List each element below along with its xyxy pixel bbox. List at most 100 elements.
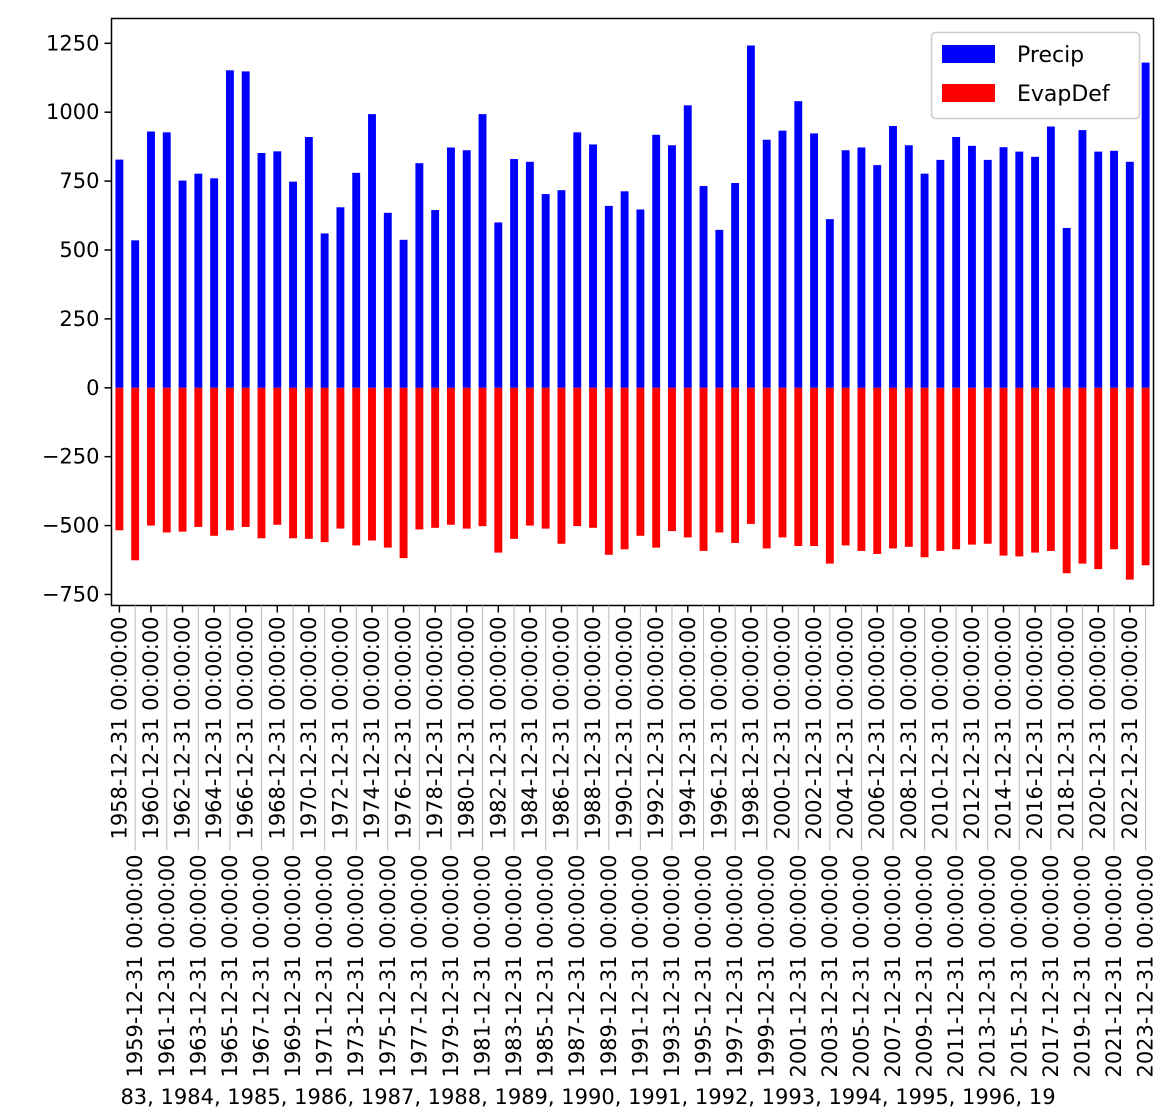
x-tick-label: 1965-12-31 00:00:00 <box>218 855 242 1078</box>
bar-precip <box>320 233 329 388</box>
bar-evapdef <box>904 387 913 547</box>
bar-evapdef <box>983 387 992 544</box>
bar-precip <box>920 173 929 388</box>
x-tick-label: 2007-12-31 00:00:00 <box>881 855 905 1078</box>
x-tick-label: 2013-12-31 00:00:00 <box>976 855 1000 1078</box>
bar-precip <box>289 181 298 388</box>
bar-precip <box>383 212 392 388</box>
bar-precip <box>699 186 708 388</box>
x-tick-label: 2003-12-31 00:00:00 <box>818 855 842 1078</box>
x-tick-label: 2021-12-31 00:00:00 <box>1102 855 1126 1078</box>
bar-evapdef <box>652 387 661 548</box>
bar-evapdef <box>589 387 597 528</box>
y-tick-label: 250 <box>59 307 99 331</box>
bar-precip <box>557 190 566 388</box>
bar-evapdef <box>699 387 708 551</box>
x-tick-label: 2002-12-31 00:00:00 <box>802 617 826 840</box>
x-tick-label: 1995-12-31 00:00:00 <box>692 855 716 1078</box>
x-tick-label: 1958-12-31 00:00:00 <box>107 617 131 840</box>
bar-evapdef <box>399 387 408 559</box>
bar-precip <box>1015 151 1024 388</box>
bar-precip <box>1110 150 1118 388</box>
bar-evapdef <box>147 387 155 526</box>
bar-precip <box>746 45 755 388</box>
x-tick-label: 1990-12-31 00:00:00 <box>613 617 637 840</box>
bar-precip <box>210 178 219 388</box>
bar-evapdef <box>289 387 298 539</box>
bar-evapdef <box>194 387 203 527</box>
x-tick-label: 1976-12-31 00:00:00 <box>392 617 416 840</box>
x-tick-label: 1977-12-31 00:00:00 <box>407 855 431 1078</box>
x-tick-label: 1985-12-31 00:00:00 <box>534 855 558 1078</box>
bar-precip <box>715 229 724 388</box>
bar-precip <box>636 209 645 388</box>
bar-evapdef <box>178 387 187 532</box>
bar-evapdef <box>494 387 503 553</box>
y-tick-label: 500 <box>59 238 99 262</box>
bar-precip <box>241 71 250 388</box>
bar-evapdef <box>620 387 629 550</box>
bar-evapdef <box>604 387 613 555</box>
bar-evapdef <box>936 387 945 551</box>
bar-evapdef <box>1110 387 1118 550</box>
bar-evapdef <box>794 387 803 546</box>
bar-evapdef <box>225 387 234 531</box>
x-tick-label: 2001-12-31 00:00:00 <box>786 855 810 1078</box>
x-tick-label: 2011-12-31 00:00:00 <box>944 855 968 1078</box>
bar-evapdef <box>525 387 534 526</box>
x-tick-label: 2019-12-31 00:00:00 <box>1070 855 1094 1078</box>
bar-precip <box>810 133 819 388</box>
bar-precip <box>304 137 313 388</box>
bar-evapdef <box>304 387 313 539</box>
bar-evapdef <box>825 387 834 564</box>
bar-evapdef <box>210 387 219 536</box>
bar-evapdef <box>510 387 519 539</box>
x-tick-label: 2018-12-31 00:00:00 <box>1055 617 1079 840</box>
bar-evapdef <box>731 387 740 543</box>
x-tick-label: 1963-12-31 00:00:00 <box>186 855 210 1078</box>
y-tick-label: −500 <box>42 514 100 538</box>
bar-evapdef <box>920 387 929 558</box>
bar-precip <box>573 132 582 388</box>
bar-evapdef <box>715 387 724 533</box>
bar-precip <box>967 145 976 388</box>
x-tick-label: 1986-12-31 00:00:00 <box>549 617 573 840</box>
x-tick-label: 1996-12-31 00:00:00 <box>707 617 731 840</box>
bar-precip <box>825 219 834 388</box>
x-tick-label: 1992-12-31 00:00:00 <box>644 617 668 840</box>
x-tick-label: 1959-12-31 00:00:00 <box>123 855 147 1078</box>
bar-evapdef <box>478 387 487 527</box>
bar-precip <box>510 159 519 388</box>
x-tick-label: 1971-12-31 00:00:00 <box>313 855 337 1078</box>
bar-precip <box>162 132 171 388</box>
x-tick-label: 2006-12-31 00:00:00 <box>865 617 889 840</box>
x-axis: 1958-12-31 00:00:00 1959-12-31 00:00:00 19… <box>107 605 1158 1078</box>
bar-precip <box>762 139 771 388</box>
legend-swatch-precip <box>942 45 995 63</box>
bar-precip <box>952 137 961 388</box>
bar-evapdef <box>1094 387 1103 570</box>
bar-precip <box>352 172 361 388</box>
bar-evapdef <box>1125 387 1134 580</box>
bar-evapdef <box>557 387 566 544</box>
x-axis-label: 83, 1984, 1985, 1986, 1987, 1988, 1989, … <box>120 1085 1055 1109</box>
bar-evapdef <box>952 387 961 550</box>
bar-evapdef <box>1062 387 1071 574</box>
bar-evapdef <box>1031 387 1040 553</box>
bar-precip <box>415 163 424 388</box>
bar-precip <box>1141 62 1150 388</box>
bar-precip <box>273 151 282 388</box>
bar-precip <box>446 147 455 388</box>
x-tick-label: 2008-12-31 00:00:00 <box>897 617 921 840</box>
y-tick-label: 0 <box>86 376 99 400</box>
bar-precip <box>257 152 266 388</box>
bar-evapdef <box>668 387 676 532</box>
x-tick-label: 1987-12-31 00:00:00 <box>565 855 589 1078</box>
x-tick-label: 2005-12-31 00:00:00 <box>849 855 873 1078</box>
x-tick-label: 1961-12-31 00:00:00 <box>155 855 179 1078</box>
x-tick-label: 1962-12-31 00:00:00 <box>171 617 195 840</box>
bar-evapdef <box>1046 387 1055 551</box>
bar-precip <box>1062 227 1071 388</box>
bar-evapdef <box>446 387 455 525</box>
bar-evapdef <box>841 387 850 546</box>
